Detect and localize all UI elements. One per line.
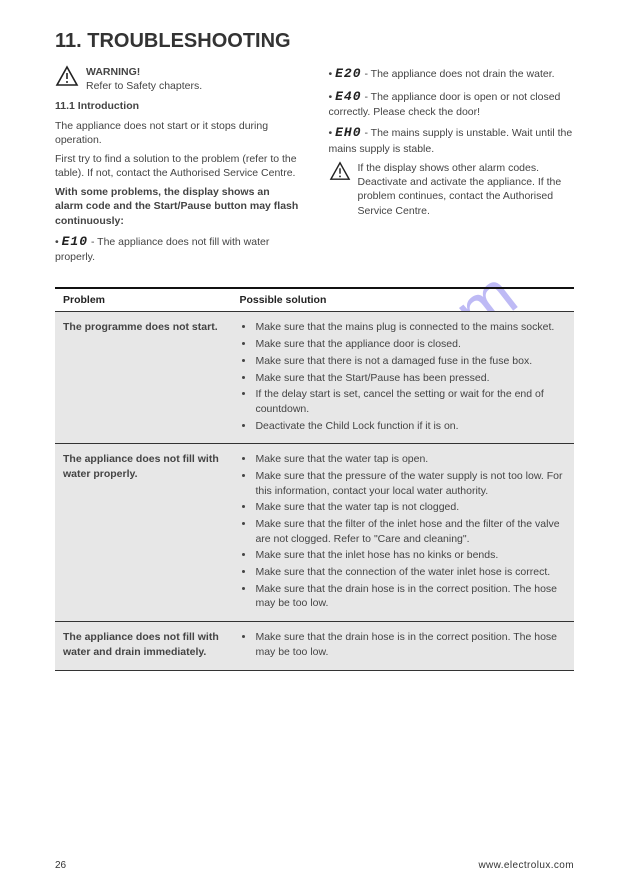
list-item: Make sure that the appliance door is clo… — [255, 337, 566, 352]
table-body: The programme does not start. Make sure t… — [55, 312, 574, 670]
intro-p3: With some problems, the display shows an… — [55, 185, 301, 228]
warning-icon — [329, 161, 351, 185]
warning-2-text: If the display shows other alarm codes. … — [358, 161, 575, 218]
two-column-layout: WARNING! Refer to Safety chapters. 11.1 … — [55, 65, 574, 269]
col-header-solution: Possible solution — [231, 289, 574, 311]
col-header-problem: Problem — [55, 289, 231, 311]
table-header: Problem Possible solution — [55, 289, 574, 312]
table-row: The programme does not start. Make sure t… — [55, 312, 574, 444]
problem-text: The appliance does not fill with water p… — [63, 452, 223, 481]
list-item: Make sure that the mains plug is connect… — [255, 320, 566, 335]
solution-cell: Make sure that the drain hose is in the … — [231, 622, 574, 669]
code-e20: E20 — [335, 66, 361, 81]
warning-text-block: WARNING! Refer to Safety chapters. — [86, 65, 301, 93]
section-heading: 11.1 Introduction — [55, 99, 301, 113]
bullet-eh0-text: - The mains supply is unstable. Wait unt… — [329, 127, 573, 155]
code-eh0: EH0 — [335, 125, 361, 140]
list-item: Make sure that the water tap is not clog… — [255, 500, 566, 515]
list-item: Make sure that there is not a damaged fu… — [255, 354, 566, 369]
warning-block-2: If the display shows other alarm codes. … — [329, 161, 575, 218]
list-item: Make sure that the connection of the wat… — [255, 565, 566, 580]
bullet-marker: • — [329, 91, 333, 103]
list-item: If the delay start is set, cancel the se… — [255, 387, 566, 416]
list-item: Make sure that the inlet hose has no kin… — [255, 548, 566, 563]
list-item: Make sure that the water tap is open. — [255, 452, 566, 467]
intro-p1: The appliance does not start or it stops… — [55, 119, 301, 147]
warning-body: Refer to Safety chapters. — [86, 80, 202, 92]
code-e40: E40 — [335, 89, 361, 104]
bullet-marker: • — [329, 127, 333, 139]
solution-cell: Make sure that the mains plug is connect… — [231, 312, 574, 443]
solution-list: Make sure that the mains plug is connect… — [239, 320, 566, 433]
section-title: Introduction — [78, 100, 139, 112]
code-e10: E10 — [62, 234, 88, 249]
left-column: WARNING! Refer to Safety chapters. 11.1 … — [55, 65, 301, 269]
bullet-marker: • — [55, 236, 59, 248]
solution-list: Make sure that the drain hose is in the … — [239, 630, 566, 659]
section-num: 11.1 — [55, 100, 75, 112]
bullet-e20-text: - The appliance does not drain the water… — [364, 68, 554, 80]
list-item: Make sure that the drain hose is in the … — [255, 582, 566, 611]
problem-text: The appliance does not fill with water a… — [63, 630, 223, 659]
page-title: 11. TROUBLESHOOTING — [55, 30, 574, 53]
table-row: The appliance does not fill with water a… — [55, 622, 574, 670]
list-item: Make sure that the Start/Pause has been … — [255, 371, 566, 386]
warning-block: WARNING! Refer to Safety chapters. — [55, 65, 301, 93]
solution-list: Make sure that the water tap is open. Mak… — [239, 452, 566, 611]
bullet-marker: • — [329, 68, 333, 80]
problem-cell: The appliance does not fill with water a… — [55, 622, 231, 669]
list-item: Deactivate the Child Lock function if it… — [255, 419, 566, 434]
bullet-e10-text: - The appliance does not fill with water… — [55, 236, 269, 264]
brand-footer: www.electrolux.com — [478, 860, 574, 871]
bullet-e20: • E20 - The appliance does not drain the… — [329, 65, 575, 83]
warning-label: WARNING! — [86, 66, 140, 78]
warning-icon — [55, 65, 79, 91]
troubleshooting-table: Problem Possible solution The programme … — [55, 287, 574, 670]
bullet-e40-text: - The appliance door is open or not clos… — [329, 91, 561, 119]
bullet-eh0: • EH0 - The mains supply is unstable. Wa… — [329, 124, 575, 156]
list-item: Make sure that the drain hose is in the … — [255, 630, 566, 659]
table-row: The appliance does not fill with water p… — [55, 444, 574, 622]
problem-text: The programme does not start. — [63, 320, 223, 335]
list-item: Make sure that the filter of the inlet h… — [255, 517, 566, 546]
list-item: Make sure that the pressure of the water… — [255, 469, 566, 498]
solution-cell: Make sure that the water tap is open. Mak… — [231, 444, 574, 621]
right-column: • E20 - The appliance does not drain the… — [329, 65, 575, 269]
bullet-e10: • E10 - The appliance does not fill with… — [55, 233, 301, 265]
problem-cell: The appliance does not fill with water p… — [55, 444, 231, 621]
intro-p2: First try to find a solution to the prob… — [55, 152, 301, 180]
page-content: 11. TROUBLESHOOTING WARNING! Refer to Sa… — [0, 0, 629, 691]
problem-cell: The programme does not start. — [55, 312, 231, 443]
page-number: 26 — [55, 860, 66, 871]
bullet-e40: • E40 - The appliance door is open or no… — [329, 88, 575, 120]
